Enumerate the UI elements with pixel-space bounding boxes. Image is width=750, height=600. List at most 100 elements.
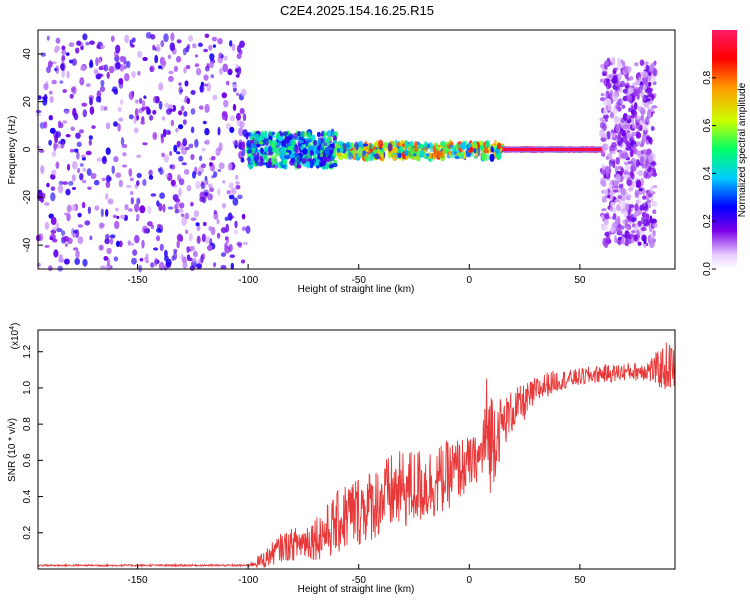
spectrogram-cell	[229, 40, 233, 47]
spectrogram-cell	[77, 167, 81, 174]
spectrogram-cell	[75, 47, 80, 54]
spectrogram-cell	[128, 168, 133, 177]
spectrogram-cell	[47, 60, 53, 68]
spectrogram-cell	[79, 163, 84, 167]
spectrogram-cell	[272, 147, 277, 154]
spectrogram-cell	[76, 151, 80, 160]
spectrogram-cell	[306, 161, 310, 169]
spectrogram-cell	[118, 117, 124, 122]
spectrogram-cell	[652, 68, 658, 77]
spectrogram-cell	[601, 208, 607, 212]
spectrogram-cell	[626, 215, 632, 220]
spectrogram-cell	[159, 243, 164, 251]
spectrogram-cell	[85, 41, 90, 46]
spectrogram-cell	[249, 163, 254, 170]
spectrogram-cell	[61, 45, 66, 51]
spectrogram-cell	[238, 127, 244, 137]
spectrogram-cell	[601, 225, 608, 231]
spectrogram-cell	[628, 107, 632, 113]
spectrogram-cell	[460, 142, 466, 150]
colorbar-tick-label: 0.2	[702, 214, 713, 228]
spectrogram-cell	[344, 150, 349, 160]
spectrogram-cell	[186, 246, 190, 254]
spectrogram-x-tick-label: 50	[574, 275, 586, 286]
spectrogram-cell	[320, 130, 324, 137]
spectrogram-cell	[642, 124, 648, 131]
spectrogram-cell	[220, 227, 227, 234]
spectrogram-cell	[82, 258, 88, 267]
spectrogram-cell	[73, 247, 79, 251]
spectrogram-cell	[242, 241, 249, 246]
spectrogram-cell	[62, 88, 67, 94]
spectrogram-cell	[383, 141, 388, 149]
spectrogram-cell	[612, 207, 616, 214]
spectrogram-cell	[643, 102, 650, 108]
spectrogram-cell	[600, 171, 606, 175]
spectrogram-cell	[477, 147, 481, 157]
spectrogram-cell	[44, 202, 50, 206]
spectrogram-cell	[377, 139, 384, 149]
snr-y-tick-label: 1.2	[22, 344, 33, 358]
spectrogram-cell	[228, 194, 235, 200]
spectrogram-cell	[105, 180, 111, 189]
spectrogram-cell	[128, 91, 134, 100]
spectrogram-cell	[227, 212, 233, 221]
spectrogram-cell	[397, 152, 402, 159]
spectrogram-cell	[321, 142, 325, 148]
spectrogram-cell	[58, 254, 63, 263]
spectrogram-cell	[605, 166, 610, 173]
spectrogram-cell	[120, 214, 125, 219]
spectrogram-cell	[49, 127, 56, 134]
spectrogram-cell	[228, 244, 233, 252]
spectrogram-cell	[292, 132, 298, 140]
spectrogram-cell	[229, 126, 235, 133]
spectrogram-cell	[224, 236, 229, 241]
spectrogram-cell	[178, 155, 184, 162]
spectrogram-cell	[137, 50, 143, 58]
spectrogram-cell	[40, 198, 44, 203]
spectrogram-cell	[652, 222, 658, 228]
spectrogram-cell	[64, 243, 68, 247]
spectrogram-cell	[218, 162, 225, 170]
spectrogram-cell	[189, 245, 195, 252]
spectrogram-cell	[232, 84, 238, 89]
spectrogram-cell	[158, 261, 165, 271]
spectrogram-cell	[66, 163, 71, 171]
spectrogram-cell	[236, 53, 242, 60]
spectrogram-cell	[105, 208, 109, 217]
spectrogram-cell	[652, 209, 657, 214]
spectrogram-cell	[397, 146, 404, 155]
spectrogram-cell	[186, 184, 192, 192]
spectrogram-cell	[194, 63, 200, 68]
spectrogram-cell	[264, 145, 268, 153]
spectrogram-cell	[118, 240, 123, 248]
spectrogram-cell	[97, 58, 102, 64]
spectrogram-cell	[248, 132, 253, 140]
spectrogram-cell	[646, 88, 653, 96]
spectrogram-cell	[368, 154, 374, 162]
spectrogram-cell	[232, 103, 237, 112]
spectrogram-cell	[373, 149, 379, 153]
spectrogram-panel: -150 -100 -50 0 50 -40 -20 0 20 40 Height of str…	[7, 29, 676, 295]
spectrogram-cell	[646, 148, 651, 156]
spectrogram-cell	[211, 175, 215, 179]
spectrogram-cell	[333, 148, 337, 158]
spectrogram-cell	[631, 131, 637, 137]
spectrogram-cell	[220, 252, 227, 257]
spectrogram-cell	[231, 43, 236, 52]
spectrogram-cell	[73, 112, 79, 121]
spectrogram-cell	[603, 114, 609, 120]
spectrogram-cell	[104, 238, 110, 245]
spectrogram-cell	[134, 203, 140, 213]
spectrogram-cell	[612, 91, 619, 101]
spectrogram-cell	[94, 205, 100, 211]
snr-x-tick-label: 50	[574, 575, 586, 586]
spectrogram-cell	[242, 129, 248, 138]
spectrogram-cell	[81, 102, 88, 107]
spectrogram-cell	[277, 135, 284, 142]
spectrogram-cell	[241, 226, 247, 231]
spectrogram-cell	[182, 138, 188, 147]
spectrogram-cell	[118, 78, 124, 85]
spectrogram-cell	[326, 130, 332, 137]
spectrogram-cell	[271, 135, 276, 139]
